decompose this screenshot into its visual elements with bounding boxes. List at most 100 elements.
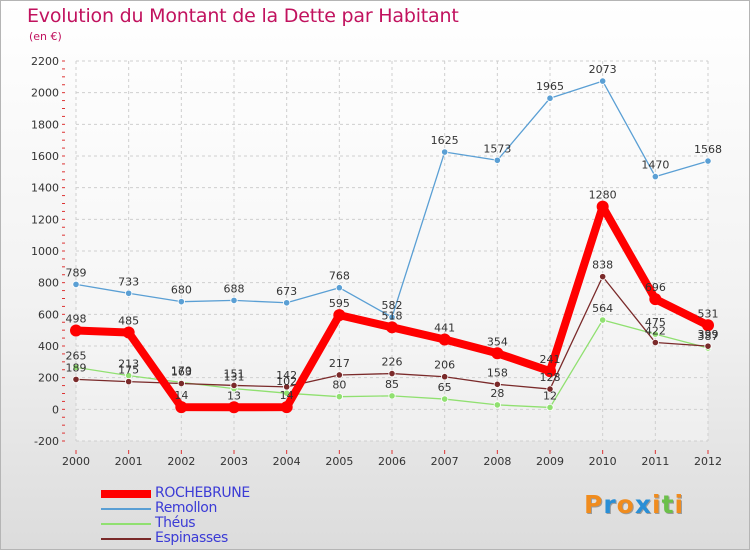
data-point (702, 319, 714, 332)
data-label: 13 (227, 389, 241, 402)
data-point (388, 313, 396, 321)
legend-label: Théus (155, 515, 196, 531)
data-point (441, 148, 449, 156)
data-label: 595 (329, 297, 350, 310)
legend-label: ROCHEBRUNE (155, 485, 250, 501)
data-label: 475 (645, 316, 666, 329)
data-label: 142 (276, 369, 297, 382)
y-tick-label: 1400 (31, 182, 59, 195)
y-tick-label: 1000 (31, 245, 59, 258)
proxiti-logo: Proxiti (584, 490, 684, 519)
data-label: 1625 (431, 134, 459, 147)
data-label: 28 (490, 387, 504, 400)
data-point (651, 172, 659, 181)
data-point (493, 156, 501, 164)
legend-swatch (101, 508, 151, 510)
data-label: 688 (224, 282, 245, 295)
data-point (441, 373, 449, 381)
data-point (72, 363, 80, 371)
x-tick-label: 2012 (694, 455, 722, 468)
data-label: 226 (382, 356, 403, 369)
data-label: 564 (592, 302, 613, 315)
x-tick-label: 2002 (167, 455, 195, 468)
y-tick-label: 200 (38, 372, 59, 385)
y-tick-label: 400 (38, 340, 59, 353)
data-point (388, 369, 396, 378)
data-label: 518 (382, 309, 403, 322)
data-point (546, 403, 554, 412)
data-point (230, 381, 238, 390)
data-label: 12 (543, 389, 557, 402)
legend-label: Remollon (155, 500, 217, 516)
logo-letter: t (661, 490, 675, 519)
data-point (122, 326, 135, 339)
y-tick-label: 2200 (31, 55, 59, 68)
x-tick-label: 2005 (325, 455, 353, 468)
data-label: 485 (118, 315, 139, 328)
data-label: 399 (698, 328, 719, 341)
data-point (228, 401, 240, 414)
data-label: 498 (66, 312, 87, 325)
x-tick-label: 2009 (536, 455, 564, 468)
data-label: 680 (171, 284, 192, 297)
data-point (230, 296, 238, 304)
data-point (70, 324, 82, 337)
data-point (335, 284, 343, 292)
data-label: 733 (118, 275, 139, 288)
x-tick-label: 2004 (273, 455, 301, 468)
data-label: 1470 (641, 159, 669, 172)
logo-letter: i (674, 490, 685, 519)
data-label: 1280 (589, 189, 617, 202)
data-label: 441 (434, 322, 455, 335)
data-label: 175 (118, 364, 139, 377)
data-point (544, 365, 556, 378)
y-tick-label: 2000 (31, 87, 59, 100)
data-label: 85 (385, 378, 399, 391)
data-point (546, 94, 554, 102)
data-point (704, 157, 712, 165)
legend-swatch (101, 490, 151, 498)
logo-letter: o (616, 490, 635, 519)
data-label: 387 (698, 330, 719, 343)
data-point (599, 77, 607, 85)
data-label: 265 (66, 349, 87, 362)
x-tick-label: 2006 (378, 455, 406, 468)
data-point (599, 273, 607, 281)
data-label: 673 (276, 285, 297, 298)
data-point (704, 342, 712, 350)
data-label: 768 (329, 270, 350, 283)
data-label: 65 (438, 381, 452, 394)
y-tick-label: 1800 (31, 118, 59, 131)
data-label: 163 (171, 366, 192, 379)
chart-title: Evolution du Montant de la Dette par Hab… (27, 5, 459, 27)
data-label: 696 (645, 281, 666, 294)
x-tick-label: 2011 (641, 455, 669, 468)
data-label: 189 (66, 361, 87, 374)
data-point (283, 383, 291, 391)
data-label: 80 (332, 379, 346, 392)
data-point (125, 289, 133, 297)
legend-swatch (101, 538, 151, 540)
data-label: 354 (487, 335, 508, 348)
data-point (649, 293, 662, 306)
data-label: 102 (276, 375, 297, 388)
data-label: 582 (382, 299, 403, 312)
y-tick-label: 0 (52, 403, 59, 416)
data-label: 14 (280, 389, 294, 402)
x-tick-label: 2003 (220, 455, 248, 468)
x-tick-label: 2007 (431, 455, 459, 468)
x-tick-label: 2001 (115, 455, 143, 468)
data-point (546, 385, 554, 393)
data-label: 1568 (694, 143, 722, 156)
data-label: 206 (434, 359, 455, 372)
data-point (491, 347, 504, 360)
data-point (651, 338, 659, 347)
legend-swatch (101, 523, 151, 525)
data-point (283, 299, 291, 307)
x-tick-label: 2000 (62, 455, 90, 468)
data-point (438, 333, 451, 346)
logo-letter: x (634, 490, 652, 519)
data-point (599, 316, 607, 324)
data-label: 2073 (589, 63, 617, 76)
